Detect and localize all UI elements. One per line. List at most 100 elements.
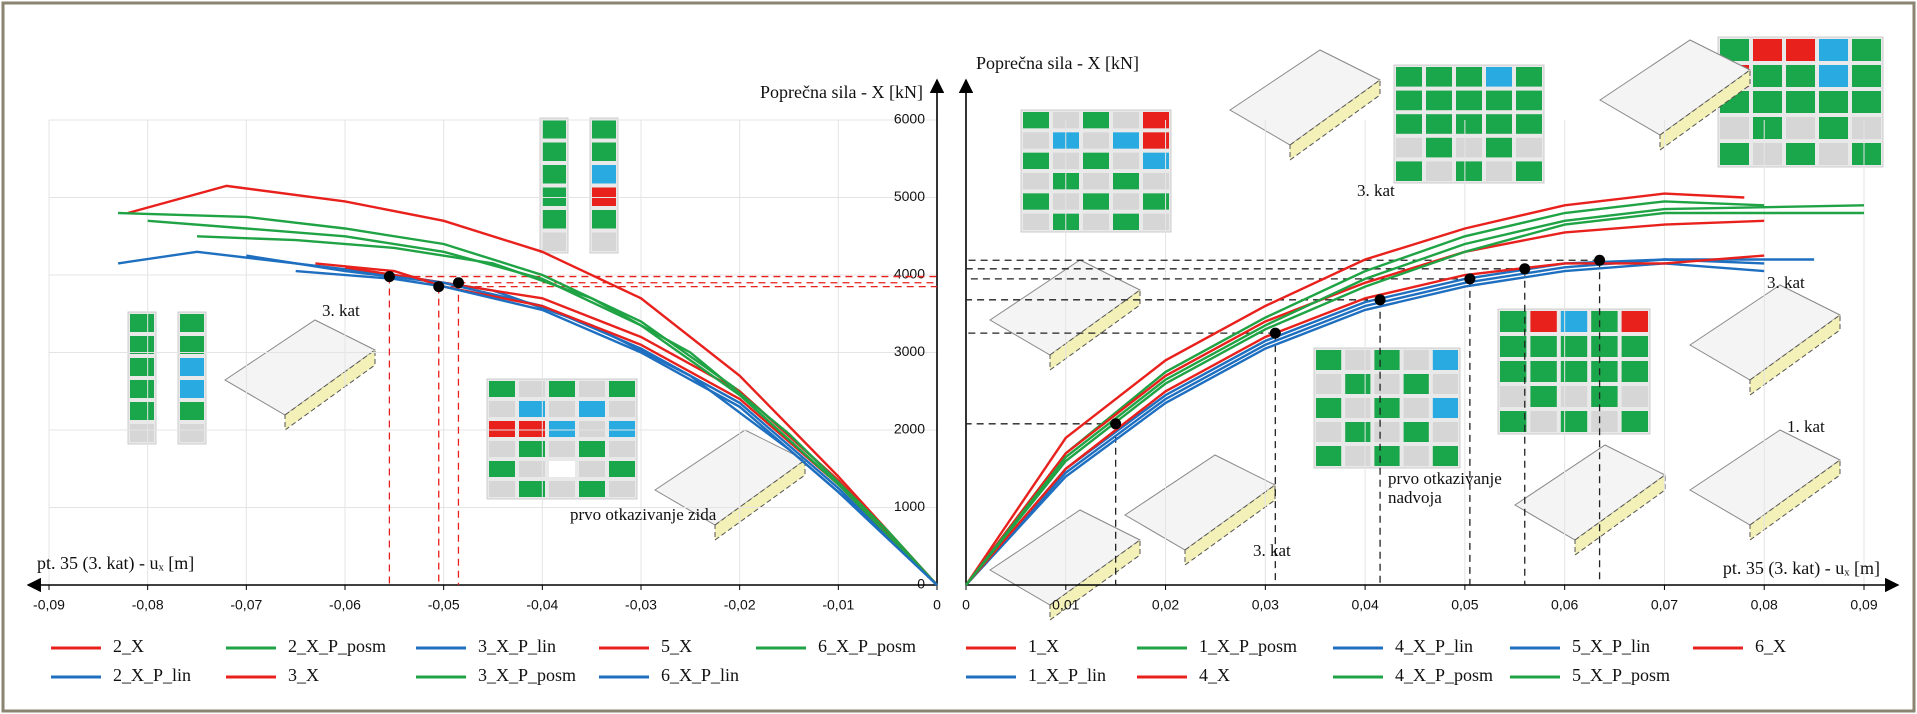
wall-cell (489, 461, 515, 477)
x-tick-label: 0,02 (1152, 597, 1179, 613)
wall-cell (1786, 39, 1815, 61)
wall-cell (609, 481, 635, 497)
wall-cell (1316, 446, 1341, 466)
wall-cell (1500, 411, 1526, 432)
wall-cell (579, 381, 605, 397)
y-tick-label: 2000 (894, 421, 925, 437)
marker-point (1110, 418, 1121, 429)
wall-cell (1516, 114, 1542, 134)
wall-cell (130, 402, 154, 420)
wall-cell (542, 233, 566, 252)
wall-cell (1819, 143, 1848, 165)
wall-cell (1374, 446, 1399, 466)
wall-cell (1113, 173, 1139, 189)
wall-cell (542, 143, 566, 162)
legend-label: 4_X (1199, 665, 1230, 685)
wall-cell (1023, 153, 1049, 169)
legend-label: 5_X_P_lin (1572, 636, 1650, 656)
wall-cell (1316, 350, 1341, 370)
wall-cell (592, 143, 616, 162)
wall-cell (1396, 114, 1422, 134)
x-tick-label: 0,04 (1351, 597, 1378, 613)
wall-cell (1500, 361, 1526, 382)
y-tick-label: 6000 (894, 111, 925, 127)
wall-cell (1530, 311, 1556, 332)
wall-cell (609, 461, 635, 477)
wall-cell (1516, 91, 1542, 111)
legend-label: 3_X_P_lin (478, 636, 556, 656)
wall-cell (609, 401, 635, 417)
wall-cell (549, 461, 575, 477)
legend-label: 6_X_P_posm (818, 636, 916, 656)
annotation: 1. kat (1787, 417, 1825, 436)
wall-cell (1852, 39, 1881, 61)
y-axis-label: Poprečna sila - X [kN] (976, 53, 1139, 73)
wall-cell (1852, 65, 1881, 87)
x-tick-label: 0,05 (1451, 597, 1478, 613)
legend-label: 6_X_P_lin (661, 665, 739, 685)
wall-cell (1486, 91, 1512, 111)
wall-cell (1753, 117, 1782, 139)
wall-cell (1819, 117, 1848, 139)
annotation: nadvoja (1388, 488, 1442, 507)
wall-cell (1345, 446, 1370, 466)
marker-point (453, 277, 464, 288)
wall-cell (1023, 112, 1049, 128)
wall-cell (1622, 361, 1648, 382)
marker-point (1464, 273, 1475, 284)
x-tick-label: 0 (962, 597, 970, 613)
wall-cell (1530, 411, 1556, 432)
wall-cell (1819, 39, 1848, 61)
wall-cell (1486, 161, 1512, 181)
figure: -0,09-0,08-0,07-0,06-0,05-0,04-0,03-0,02… (0, 0, 1917, 714)
x-tick-label: -0,06 (329, 597, 361, 613)
annotation: 3. kat (1767, 273, 1805, 292)
wall-cell (1374, 422, 1399, 442)
legend-label: 4_X_P_posm (1395, 665, 1493, 685)
wall-cell (592, 120, 616, 139)
wall-cell (1396, 138, 1422, 158)
wall-cell (519, 401, 545, 417)
wall-cell (1456, 91, 1482, 111)
wall-cell (1456, 138, 1482, 158)
wall-cell (1530, 336, 1556, 357)
x-tick-label: 0 (933, 597, 941, 613)
wall-cell (1720, 117, 1749, 139)
wall-cell (1486, 138, 1512, 158)
wall-cell (1433, 374, 1458, 394)
wall-cell (579, 441, 605, 457)
wall-cell (1753, 143, 1782, 165)
wall-cell (549, 481, 575, 497)
wall-cell (592, 165, 616, 184)
wall-cell (1404, 374, 1429, 394)
wall-cell (1396, 161, 1422, 181)
annotation: 3. kat (1253, 541, 1291, 560)
wall-cell (180, 358, 204, 376)
wall-cell (1316, 398, 1341, 418)
legend-label: 5_X (661, 636, 692, 656)
annotation: prvo otkazivanje (1388, 469, 1502, 488)
x-tick-label: 0,03 (1252, 597, 1279, 613)
marker-point (384, 271, 395, 282)
wall-cell (1426, 138, 1452, 158)
legend-label: 1_X (1028, 636, 1059, 656)
wall-cell (1753, 91, 1782, 113)
wall-cell (1083, 214, 1109, 230)
wall-cell (1786, 117, 1815, 139)
wall-cell (1113, 214, 1139, 230)
wall-cell (130, 380, 154, 398)
x-axis-label: pt. 35 (3. kat) - uₓ [m] (37, 553, 194, 574)
x-tick-label: -0,08 (132, 597, 164, 613)
wall-cell (1516, 67, 1542, 87)
wall-cell (1591, 386, 1617, 407)
wall-cell (1530, 386, 1556, 407)
wall-cell (1591, 361, 1617, 382)
wall-cell (130, 314, 154, 332)
wall-cell (1852, 91, 1881, 113)
wall-cell (180, 380, 204, 398)
wall-cell (519, 421, 545, 437)
legend-label: 5_X_P_posm (1572, 665, 1670, 685)
wall-cell (1404, 422, 1429, 442)
wall-cell (542, 210, 566, 229)
x-tick-label: -0,02 (724, 597, 756, 613)
